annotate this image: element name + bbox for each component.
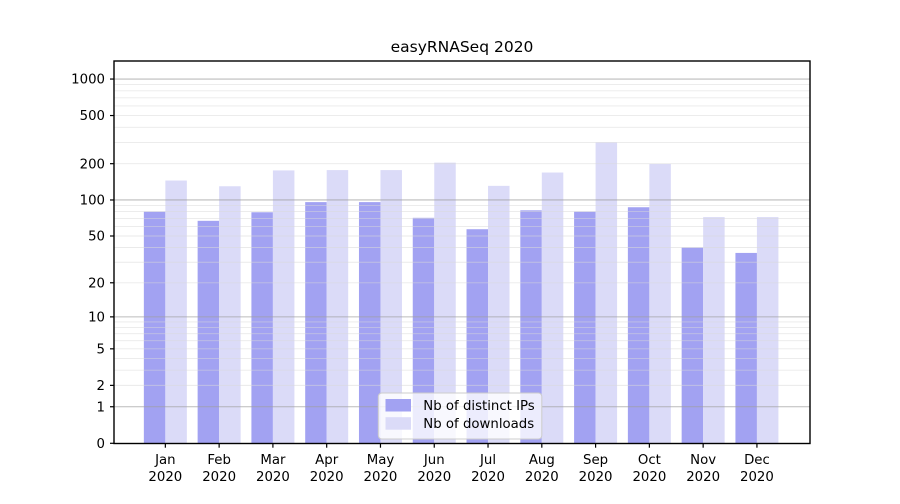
x-tick-label-year-aug-2020: 2020 bbox=[525, 470, 559, 485]
axes-spines bbox=[113, 60, 811, 445]
y-tick-label-10: 10 bbox=[88, 310, 105, 325]
x-tick-label-month-feb: Feb bbox=[207, 453, 231, 468]
x-tick-label-month-may: May bbox=[367, 453, 395, 468]
bar-nb-of-downloads-apr-2020 bbox=[326, 170, 349, 444]
bar-nb-of-downloads-sep-2020 bbox=[595, 142, 618, 444]
bar-nb-of-distinct-ips-jun-2020 bbox=[412, 217, 435, 444]
grid-layer bbox=[114, 78, 810, 408]
axis-layer: 0 1 2 5 10 20 50 100 200 500 1000 Jan 2020 Feb 2020 Mar… bbox=[71, 73, 774, 485]
bar-nb-of-downloads-dec-2020 bbox=[756, 217, 779, 444]
bar-nb-of-downloads-feb-2020 bbox=[219, 186, 241, 444]
x-tick-label-month-mar: Mar bbox=[260, 453, 286, 468]
bar-nb-of-distinct-ips-nov-2020 bbox=[681, 247, 704, 444]
y-tick-label-20: 20 bbox=[88, 276, 105, 291]
legend-box bbox=[377, 392, 543, 440]
x-tick-label-month-jun: Jun bbox=[423, 453, 445, 468]
y-tick-label-1000: 1000 bbox=[71, 73, 105, 88]
legend-swatch-nb-of-downloads bbox=[385, 417, 411, 430]
bar-nb-of-downloads-nov-2020 bbox=[703, 217, 725, 444]
x-tick-label-year-jul-2020: 2020 bbox=[471, 470, 505, 485]
x-tick-label-year-oct-2020: 2020 bbox=[632, 470, 666, 485]
y-tick-label-200: 200 bbox=[80, 157, 105, 172]
bar-nb-of-downloads-jun-2020 bbox=[434, 162, 456, 444]
x-tick-label-year-nov-2020: 2020 bbox=[686, 470, 720, 485]
legend-swatch-nb-of-distinct-ips bbox=[385, 399, 411, 412]
bar-nb-of-downloads-may-2020 bbox=[380, 170, 402, 444]
x-tick-label-month-oct: Oct bbox=[638, 453, 661, 468]
x-tick-label-month-jan: Jan bbox=[154, 453, 176, 468]
plot-frame bbox=[113, 60, 811, 445]
x-tick-label-month-dec: Dec bbox=[744, 453, 770, 468]
y-tick-label-1: 1 bbox=[97, 400, 105, 415]
y-tick-label-2: 2 bbox=[97, 379, 105, 394]
x-tick-label-month-apr: Apr bbox=[315, 453, 339, 468]
legend-label-nb-of-downloads: Nb of downloads bbox=[423, 417, 534, 432]
legend-label-nb-of-distinct-ips: Nb of distinct IPs bbox=[423, 399, 535, 414]
x-tick-label-year-jan-2020: 2020 bbox=[148, 470, 182, 485]
x-tick-label-month-sep: Sep bbox=[583, 453, 608, 468]
y-tick-label-500: 500 bbox=[80, 109, 105, 124]
x-tick-label-month-aug: Aug bbox=[529, 453, 555, 468]
bar-nb-of-downloads-oct-2020 bbox=[649, 163, 671, 444]
x-tick-label-year-jun-2020: 2020 bbox=[417, 470, 451, 485]
bar-nb-of-distinct-ips-feb-2020 bbox=[197, 220, 220, 444]
x-tick-label-year-dec-2020: 2020 bbox=[740, 470, 774, 485]
y-tick-label-50: 50 bbox=[88, 230, 105, 245]
bar-nb-of-distinct-ips-oct-2020 bbox=[627, 207, 650, 444]
bar-nb-of-downloads-jul-2020 bbox=[488, 185, 510, 444]
y-tick-label-0: 0 bbox=[97, 437, 105, 452]
x-tick-label-month-nov: Nov bbox=[690, 453, 716, 468]
x-tick-label-year-feb-2020: 2020 bbox=[202, 470, 236, 485]
x-tick-label-year-apr-2020: 2020 bbox=[310, 470, 344, 485]
bar-nb-of-downloads-mar-2020 bbox=[272, 170, 295, 444]
y-tick-label-5: 5 bbox=[97, 342, 105, 357]
bar-nb-of-distinct-ips-dec-2020 bbox=[735, 252, 757, 444]
chart-title: easyRNASeq 2020 bbox=[391, 38, 534, 56]
legend: Nb of distinct IPs Nb of downloads bbox=[377, 392, 543, 440]
y-tick-label-100: 100 bbox=[80, 194, 105, 209]
x-tick-label-year-mar-2020: 2020 bbox=[256, 470, 290, 485]
x-tick-label-year-sep-2020: 2020 bbox=[579, 470, 613, 485]
x-tick-label-month-jul: Jul bbox=[479, 453, 496, 468]
bar-nb-of-downloads-aug-2020 bbox=[541, 172, 564, 444]
x-tick-label-year-may-2020: 2020 bbox=[364, 470, 398, 485]
bar-nb-of-downloads-jan-2020 bbox=[165, 180, 187, 444]
